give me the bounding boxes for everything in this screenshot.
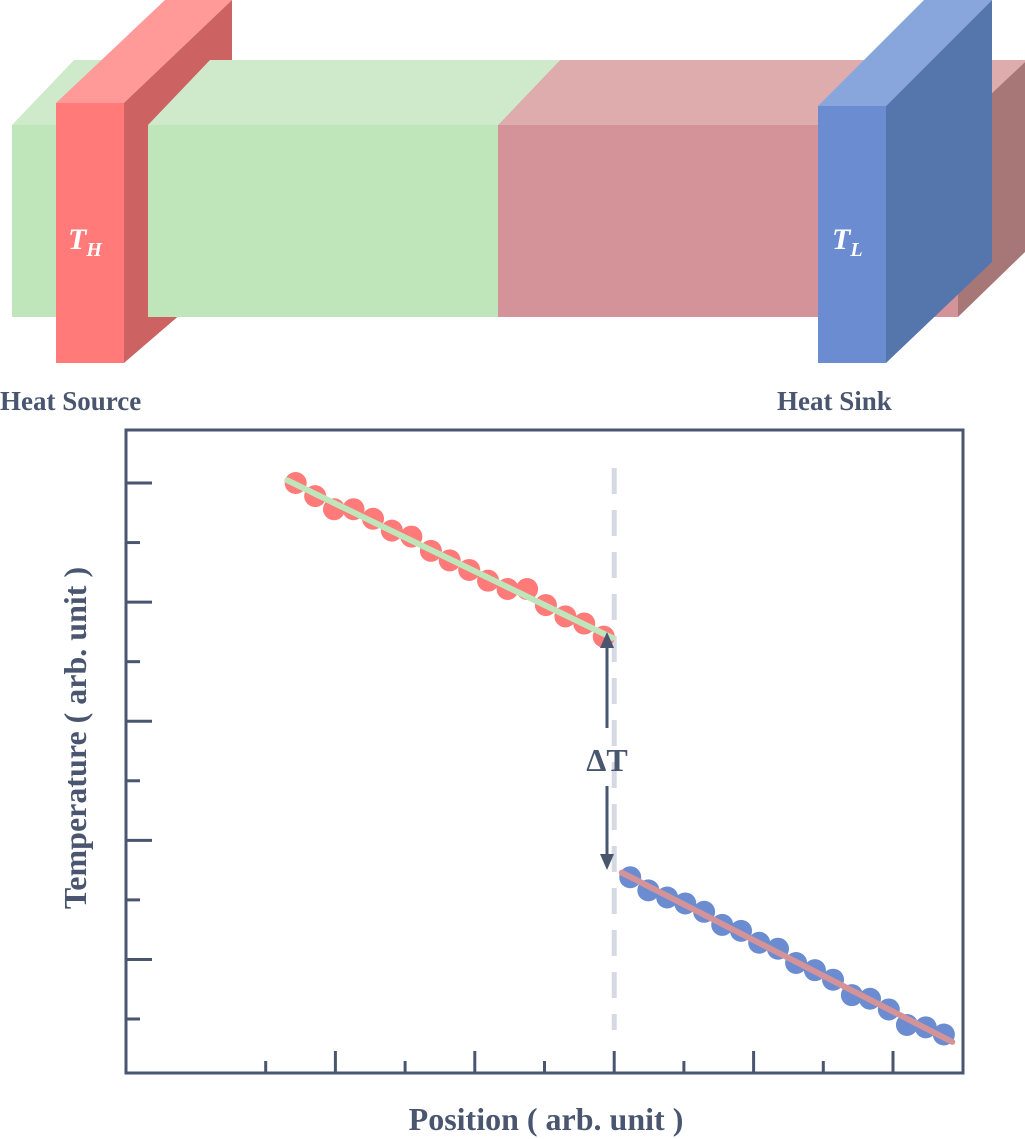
- fit-line: [284, 477, 616, 641]
- x-axis-label: Position ( arb. unit ): [409, 1101, 684, 1137]
- cold-temperature-label: TL: [832, 223, 863, 261]
- pink-bar-front-face: [498, 125, 818, 317]
- x-axis-ticks: [264, 1051, 895, 1073]
- series-1: [284, 472, 616, 648]
- green-bar-front-face-right: [148, 125, 498, 317]
- temperature-plot: ΔT Position ( arb. unit ) Temperature ( …: [57, 428, 965, 1137]
- cold-block-front-face: [818, 106, 886, 363]
- delta-t-arrow: ΔT: [586, 632, 628, 870]
- cold-block-top-face: [818, 0, 992, 106]
- heat-source-label: Heat Source: [0, 386, 141, 416]
- heat-sink-label: Heat Sink: [777, 386, 892, 416]
- pink-bar-top-face: [498, 60, 880, 125]
- y-axis-ticks: [126, 481, 152, 1021]
- series-2: [618, 866, 956, 1046]
- hot-temperature-label: TH: [68, 223, 103, 261]
- delta-t-label: ΔT: [586, 742, 627, 778]
- green-bar-top-face-right: [148, 60, 560, 125]
- fit-line: [618, 869, 956, 1045]
- delta-t-arrowhead-down: [600, 854, 614, 870]
- y-axis-label: Temperature ( arb. unit ): [57, 567, 93, 909]
- cold-block-side-face: [886, 0, 992, 363]
- hot-block-front-face: [56, 103, 124, 363]
- device-schematic: TH TL Heat Source Heat Sink: [0, 0, 1025, 416]
- hot-block-top-face: [56, 0, 232, 103]
- data-series: [284, 472, 956, 1046]
- delta-t-arrowhead-up: [600, 632, 614, 648]
